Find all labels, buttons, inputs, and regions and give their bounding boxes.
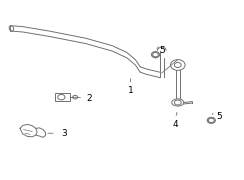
- Text: 5: 5: [159, 46, 165, 55]
- Text: 5: 5: [216, 112, 222, 121]
- Text: 1: 1: [128, 86, 133, 95]
- Text: 2: 2: [86, 94, 92, 103]
- Text: 4: 4: [173, 120, 178, 129]
- Text: 3: 3: [61, 129, 67, 138]
